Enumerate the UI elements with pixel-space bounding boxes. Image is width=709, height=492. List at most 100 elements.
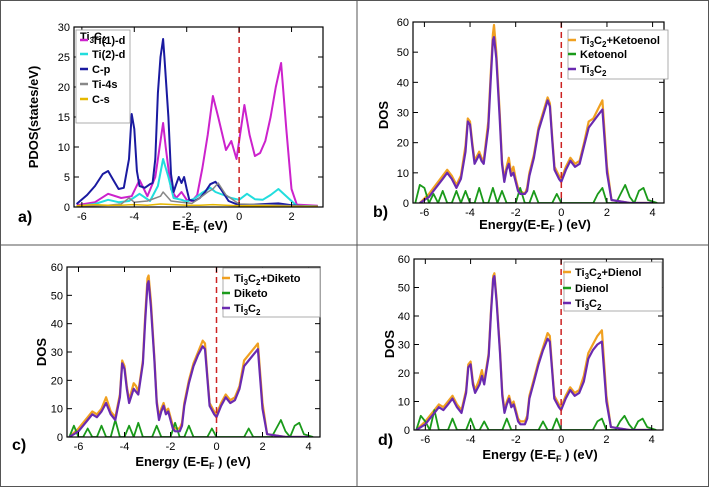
legend-sub: 3 [244,308,249,317]
legend-ti: Ti [580,35,590,47]
legend-entry-label: Ti3C2 [580,64,607,78]
legend-entry-label: Dienol [575,283,609,295]
series-line-ketoenol [414,184,658,203]
x-tick-label: 0 [213,441,219,453]
legend-box [563,261,663,312]
x-tick-label: -6 [77,211,87,223]
legend-c: C [248,303,256,315]
legend-sub: 3 [585,272,590,281]
x-tick-label: 4 [305,441,311,453]
legend-sub: 2 [256,308,261,317]
legend-title-c: C [94,31,102,43]
y-tick-label: 0 [403,198,409,210]
x-axis-label-unit: ) (eV) [215,454,251,469]
y-axis-label: DOS [382,330,397,359]
y-tick-label: 10 [58,142,70,154]
x-axis-label-unit: ) (eV) [555,217,591,232]
y-axis-label: DOS [376,101,391,130]
x-axis-label: Energy (E-EF ) (eV) [135,454,250,471]
x-tick-label: 4 [650,207,656,219]
legend-entry-label: Ti3C2+Dienol [575,267,641,281]
legend-entry-label: Ti3C2+Diketo [234,273,301,287]
x-axis-label-main: E-E [172,218,194,233]
x-tick-label: -4 [129,211,139,223]
y-tick-label: 20 [397,138,409,150]
legend-ti: Ti [580,64,590,76]
x-tick-label: 0 [558,207,564,219]
x-tick-label: -4 [466,434,476,446]
y-axis-label: PDOS(states/eV) [26,66,41,169]
x-tick-label: 2 [603,434,609,446]
legend-c: C [594,35,602,47]
x-axis-label-sub: F [549,224,555,234]
x-tick-label: -2 [182,211,192,223]
x-tick-label: -2 [166,441,176,453]
y-tick-label: 60 [51,262,63,274]
x-axis-label-main: Energy(E-E [479,217,549,232]
x-tick-label: 2 [288,211,294,223]
panel-label: c) [12,437,26,454]
legend-entry-label: Ti3C2 [234,303,261,317]
legend-sub: 2 [256,278,261,287]
series-line-ti-1-d [76,62,318,207]
legend-sub: 3 [590,69,595,78]
series-line-ti3c2-ketoenol [419,23,653,203]
legend-ti: Ti [575,267,585,279]
series-line-ti3c2 [68,280,309,437]
series-line-c-s [76,203,318,207]
legend-box [567,29,669,80]
x-tick-label: 4 [649,434,655,446]
legend-box [75,29,131,124]
legend-c: C [589,298,597,310]
x-tick-label: -2 [511,434,521,446]
x-axis-label-main: Energy (E-E [482,447,556,462]
legend-title-ti: Ti [80,31,90,43]
y-tick-label: 0 [404,425,410,437]
legend-entry-label: Diketo [234,288,268,300]
x-axis-label-unit: ) (eV) [562,447,598,462]
x-tick-label: -2 [511,207,521,219]
series-line-ti3c2 [419,36,653,203]
y-tick-label: 20 [58,82,70,94]
x-axis-label-sub: F [556,454,562,464]
y-tick-label: 10 [51,404,63,416]
legend-entry-label: Ti3C2 [575,298,602,312]
x-axis-label: E-EF (eV) [172,218,227,235]
y-tick-label: 40 [51,319,63,331]
y-axis-label: DOS [34,338,49,367]
series-line-ti3c2 [415,275,652,430]
legend-sub: 2 [602,40,607,49]
legend: Ti3C2+Dienol Dienol Ti3C2 [563,261,663,312]
y-tick-label: 0 [64,202,70,214]
x-axis-label: Energy (E-EF ) (eV) [482,447,597,464]
series-group [68,274,314,437]
x-axis-label-unit: (eV) [200,218,228,233]
y-tick-label: 30 [51,347,63,359]
y-tick-label: 0 [57,432,63,444]
y-tick-label: 30 [398,340,410,352]
y-tick-label: 5 [64,172,70,184]
panel-label: a) [18,209,32,226]
legend-sub: 3 [590,40,595,49]
y-tick-label: 40 [398,311,410,323]
series-group [75,38,318,207]
legend-sub: 3 [244,278,249,287]
legend-rest: +Ketoenol [606,35,659,47]
legend-ti: Ti [575,298,585,310]
legend-sub: 3 [585,303,590,312]
legend-c: C [589,267,597,279]
legend-title-sub2: 2 [102,36,107,45]
series-group [414,23,658,203]
y-tick-label: 20 [398,368,410,380]
x-tick-label: 0 [558,434,564,446]
panel-label: b) [373,204,388,221]
